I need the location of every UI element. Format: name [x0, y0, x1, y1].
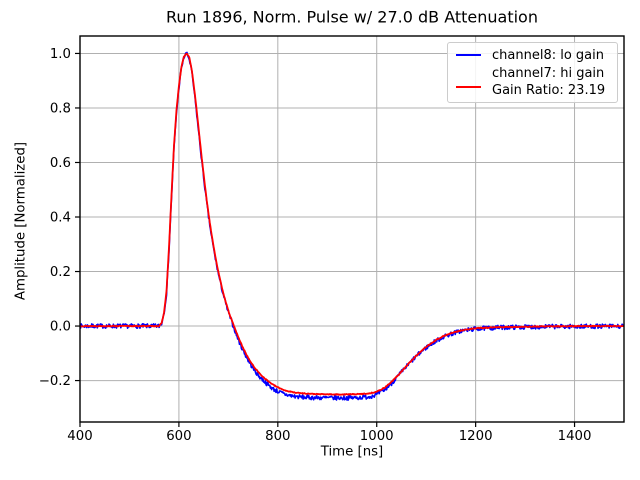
data-series — [80, 51, 624, 401]
y-axis-label: Amplitude [Normalized] — [13, 141, 29, 301]
axes-spines — [79, 35, 625, 423]
legend-swatch-channel7 — [456, 86, 481, 88]
y-tick-label: 0.2 — [50, 265, 71, 280]
x-tick-label: 1000 — [360, 429, 394, 444]
tick-marks — [75, 52, 576, 427]
x-tick-labels: 400 600 800 1000 1200 1400 — [67, 429, 591, 444]
legend-label-channel7-block: channel7: hi gain Gain Ratio: 23.19 — [492, 65, 605, 99]
y-tick-label: 1.0 — [50, 47, 71, 62]
legend-swatch-channel8 — [456, 54, 481, 56]
y-tick-label: 0.0 — [50, 320, 71, 335]
y-tick-label: −0.2 — [39, 374, 71, 389]
y-tick-labels: 1.0 0.8 0.6 0.4 0.2 0.0 −0.2 — [39, 47, 71, 389]
series-channel8-line — [80, 51, 624, 401]
x-tick-label: 1200 — [459, 429, 493, 444]
y-tick-label: 0.4 — [50, 211, 71, 226]
legend-label-channel8: channel8: lo gain — [492, 48, 604, 63]
legend: channel8: lo gain channel7: hi gain Gain… — [447, 42, 618, 103]
series-channel7-line — [80, 52, 624, 396]
x-axis-label: Time [ns] — [320, 444, 384, 460]
x-tick-label: 600 — [166, 429, 191, 444]
x-tick-label: 1400 — [558, 429, 592, 444]
chart-title: Run 1896, Norm. Pulse w/ 27.0 dB Attenua… — [166, 7, 538, 27]
y-tick-label: 0.6 — [50, 156, 71, 171]
x-tick-label: 400 — [67, 429, 92, 444]
y-tick-label: 0.8 — [50, 101, 71, 116]
x-tick-label: 800 — [265, 429, 290, 444]
legend-label-channel7: channel7: hi gain — [492, 66, 605, 81]
legend-label-gain-ratio: Gain Ratio: 23.19 — [492, 83, 606, 98]
